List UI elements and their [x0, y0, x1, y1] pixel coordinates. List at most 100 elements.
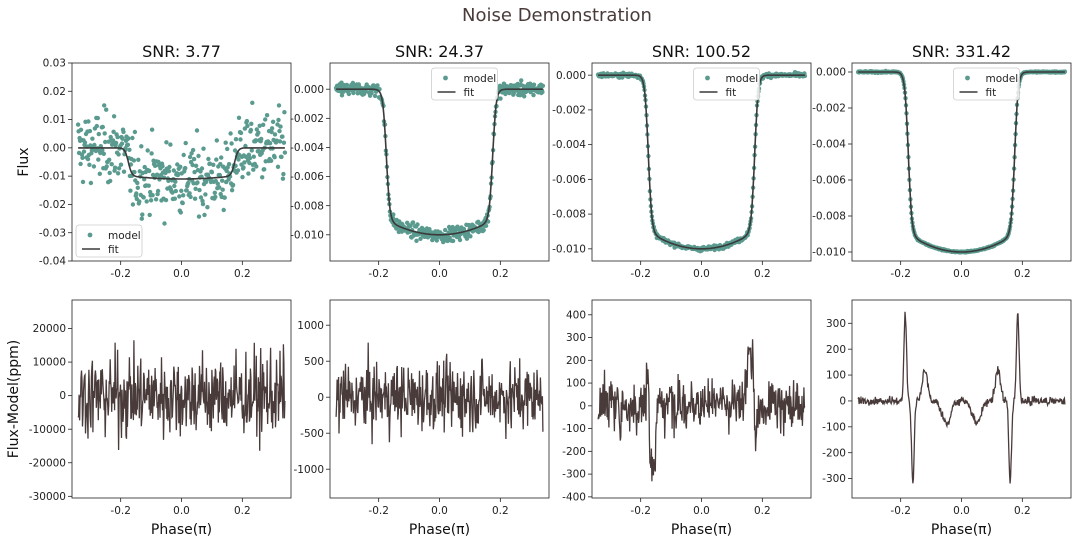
model-point — [254, 127, 259, 132]
model-point — [461, 226, 467, 232]
y-tick-label: 300 — [566, 332, 586, 344]
model-point — [235, 168, 241, 173]
legend-model-marker — [705, 75, 710, 81]
panel-title: SNR: 3.77 — [142, 42, 221, 61]
residual-line — [77, 340, 286, 451]
model-point — [196, 214, 202, 219]
legend-model-marker — [87, 232, 93, 238]
model-point — [183, 140, 188, 146]
model-point — [173, 188, 178, 194]
model-point — [232, 148, 238, 153]
model-point — [126, 136, 131, 141]
model-point — [276, 117, 281, 123]
model-point — [78, 127, 84, 132]
model-point — [483, 223, 489, 228]
figure-suptitle: Noise Demonstration — [462, 5, 652, 26]
plot-area — [77, 340, 286, 451]
x-axis-label: Phase(π) — [151, 522, 212, 538]
model-point — [111, 129, 116, 134]
model-point — [222, 195, 227, 200]
model-point — [132, 129, 138, 135]
model-point — [339, 93, 345, 98]
plot-area — [333, 78, 546, 245]
model-point — [163, 170, 168, 176]
y-tick-label: -0.004 — [290, 142, 324, 154]
model-point — [260, 175, 265, 180]
model-point — [194, 128, 200, 133]
y-tick-label: 200 — [826, 344, 846, 356]
model-point — [82, 140, 88, 145]
model-point — [247, 160, 252, 166]
y-tick-label: -0.002 — [290, 113, 324, 125]
fit-line — [336, 88, 543, 236]
model-point — [279, 154, 284, 160]
model-point — [88, 180, 94, 186]
model-point — [221, 207, 226, 213]
model-point — [450, 238, 456, 244]
model-point — [214, 138, 219, 143]
x-tick-label: 0.0 — [431, 505, 448, 517]
model-point — [162, 221, 167, 226]
model-point — [233, 137, 239, 142]
model-point — [137, 199, 142, 204]
model-point — [136, 157, 141, 162]
model-point — [90, 136, 95, 141]
y-tick-label: 0.000 — [556, 70, 586, 82]
model-point — [144, 199, 149, 204]
top-y-axis-label: Flux — [16, 147, 32, 176]
x-tick-label: 0.2 — [234, 505, 251, 517]
plot-area — [75, 100, 288, 226]
y-tick-label: 0.03 — [43, 58, 66, 70]
model-point — [202, 212, 207, 218]
y-tick-label: -0.008 — [812, 211, 846, 223]
model-point — [102, 131, 107, 136]
model-point — [171, 168, 176, 173]
model-point — [163, 197, 169, 203]
plot-area — [597, 339, 806, 482]
model-point — [173, 179, 178, 184]
model-point — [372, 93, 378, 99]
flux-panel-1: -0.2 0.0 0.2 -0.04 -0.03 -0.02 -0.01 0.00 0.01 0.… — [39, 42, 292, 280]
model-point — [176, 171, 181, 177]
x-tick-label: 0.0 — [953, 268, 970, 280]
model-point — [196, 153, 201, 159]
model-point — [146, 183, 151, 188]
model-point — [369, 90, 374, 96]
model-points — [75, 100, 288, 226]
model-point — [225, 146, 230, 152]
model-point — [269, 126, 275, 131]
model-point — [104, 164, 109, 169]
legend-fit-label: fit — [464, 87, 475, 99]
plot-area — [595, 70, 808, 254]
model-point — [240, 174, 245, 180]
y-tick-label: -0.03 — [39, 227, 66, 239]
model-point — [531, 92, 536, 98]
model-point — [414, 238, 419, 243]
residual-line — [857, 311, 1066, 484]
model-point — [135, 185, 140, 190]
model-point — [281, 171, 286, 177]
model-point — [102, 103, 107, 108]
model-point — [130, 202, 136, 207]
model-point — [149, 127, 155, 132]
y-tick-label: -200 — [562, 446, 586, 458]
model-point — [121, 129, 126, 135]
y-tick-label: 100 — [826, 370, 846, 382]
y-tick-label: -0.008 — [290, 200, 324, 212]
model-point — [87, 162, 92, 167]
model-point — [118, 162, 124, 167]
model-point — [280, 176, 286, 181]
model-point — [181, 193, 186, 198]
model-point — [203, 192, 208, 197]
y-tick-label: 400 — [566, 309, 586, 321]
y-tick-label: -100 — [562, 423, 586, 435]
x-tick-label: -0.2 — [890, 268, 911, 280]
model-point — [147, 168, 152, 174]
model-point — [91, 164, 97, 169]
legend-fit-label: fit — [986, 87, 997, 99]
model-point — [198, 195, 204, 200]
model-point — [443, 227, 448, 233]
model-point — [155, 188, 161, 194]
model-point — [190, 162, 195, 168]
